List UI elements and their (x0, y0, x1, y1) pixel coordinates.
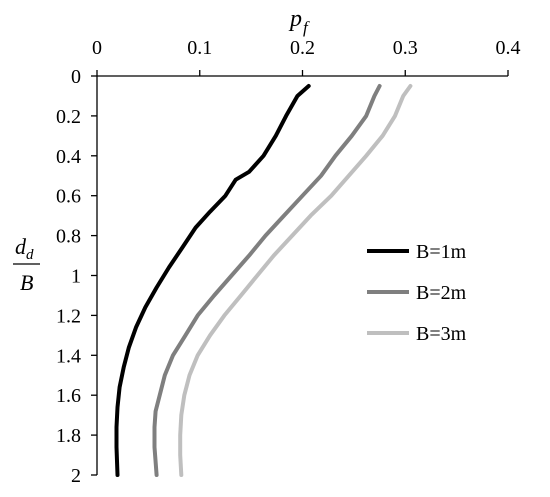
x-axis-title: pf (288, 6, 310, 37)
legend-label: B=2m (416, 282, 467, 304)
x-axis-ticks: 0 0.1 0.2 0.3 0.4 (92, 37, 521, 76)
y-axis-ticks: 0 0.2 0.4 0.6 0.8 1 1.2 1.4 1.6 1.8 2 (56, 66, 97, 487)
legend-label: B=1m (416, 241, 467, 263)
series-line-b-1m (114, 84, 311, 477)
y-tick-label: 0.8 (56, 226, 81, 248)
y-tick-label: 1.6 (56, 385, 81, 407)
y-tick-label: 1.4 (56, 345, 81, 367)
x-tick-label: 0.4 (496, 37, 521, 59)
legend: B=1m B=2m B=3m (367, 241, 467, 345)
y-tick-label: 0.6 (56, 186, 81, 208)
x-tick-label: 0 (92, 37, 102, 59)
y-tick-label: 2 (71, 465, 81, 487)
series-layer (114, 84, 413, 477)
svg-text:dd: dd (15, 234, 34, 263)
y-axis-title: dd B (13, 234, 40, 295)
x-tick-label: 0.1 (187, 37, 212, 59)
y-tick-label: 0 (71, 66, 81, 88)
y-tick-label: 0.2 (56, 106, 81, 128)
legend-label: B=3m (416, 323, 467, 345)
series-line-b-3m (178, 84, 413, 477)
y-axis-title-numerator-subscript: d (26, 247, 34, 263)
x-axis-title-main: p (288, 6, 302, 32)
x-tick-label: 0.3 (393, 37, 418, 59)
y-axis-title-numerator: d (15, 234, 27, 259)
y-axis-title-denominator: B (20, 270, 33, 295)
series-line-b-2m (152, 84, 382, 477)
x-tick-label: 0.2 (290, 37, 315, 59)
y-tick-label: 1.2 (56, 305, 81, 327)
y-tick-label: 1 (71, 266, 81, 288)
y-tick-label: 0.4 (56, 146, 81, 168)
y-tick-label: 1.8 (56, 425, 81, 447)
x-axis-title-subscript: f (303, 18, 310, 37)
